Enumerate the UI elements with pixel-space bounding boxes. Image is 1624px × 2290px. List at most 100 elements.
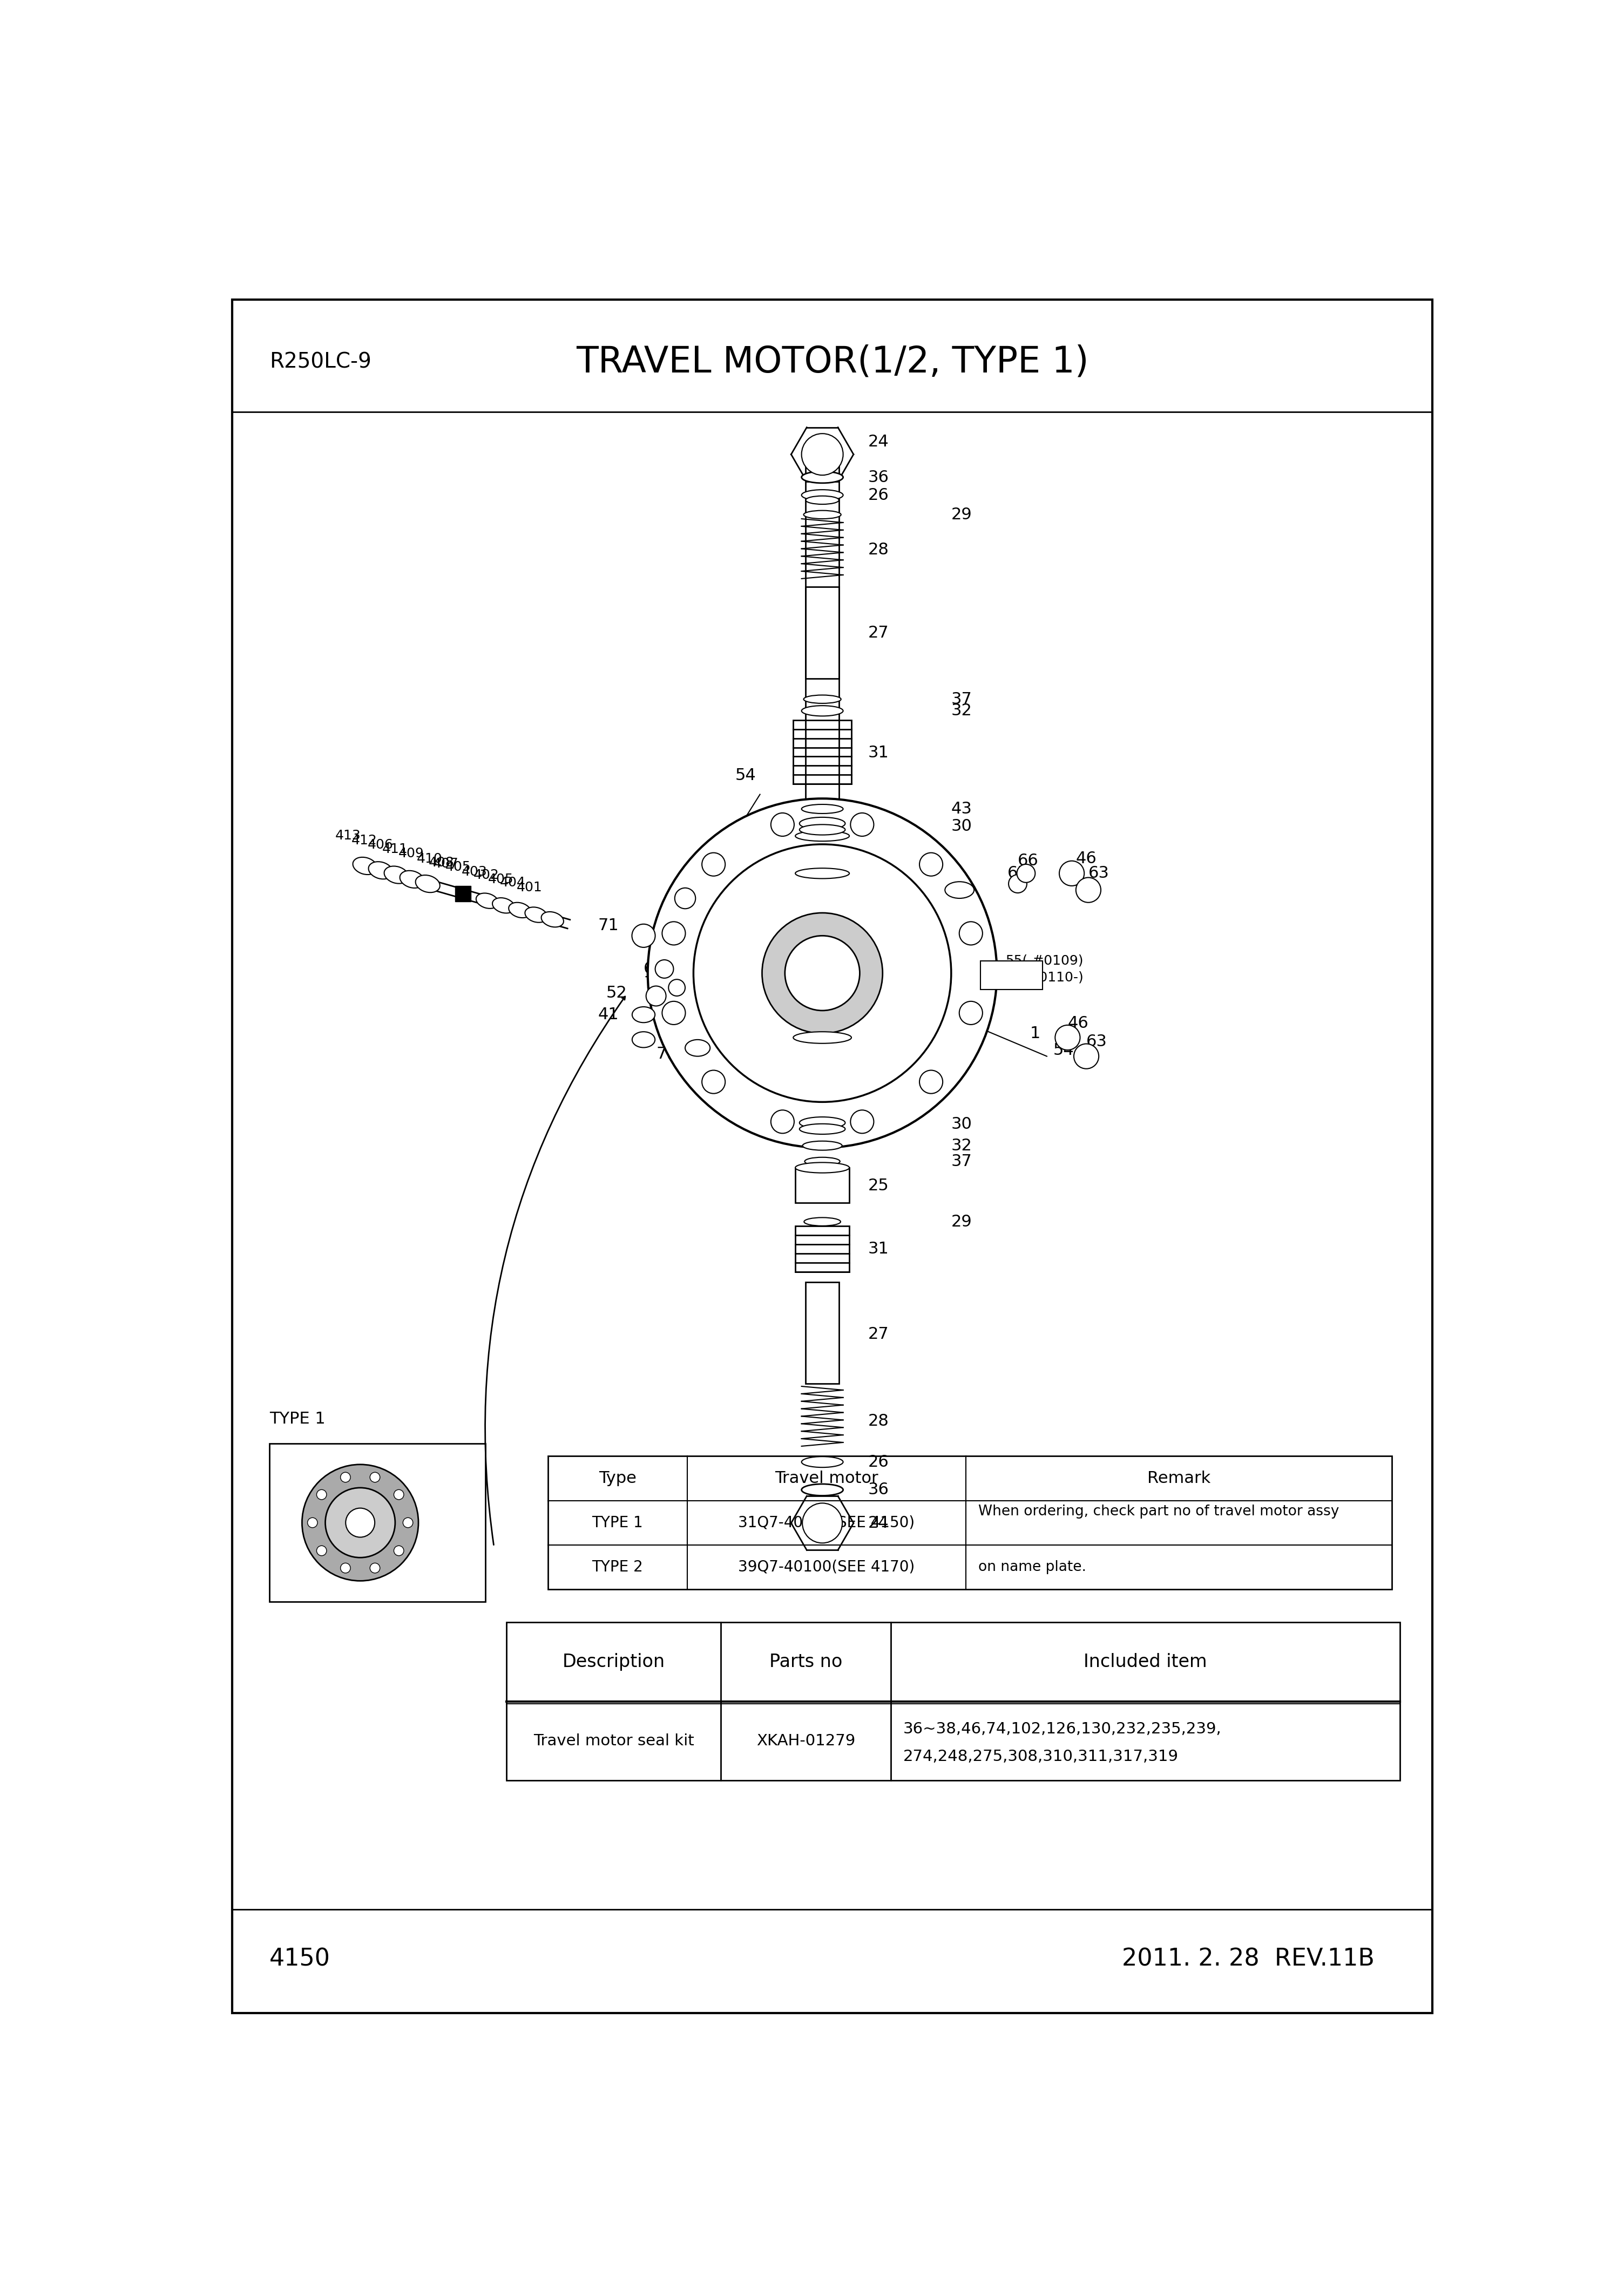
Text: 71: 71 [598, 918, 619, 932]
Circle shape [341, 1564, 351, 1573]
Text: R250LC-9: R250LC-9 [270, 353, 372, 373]
Text: XKAH-01279: XKAH-01279 [757, 1734, 856, 1750]
Circle shape [663, 921, 685, 946]
Text: 29: 29 [952, 506, 973, 522]
Text: Type: Type [599, 1470, 637, 1486]
Text: 46: 46 [1077, 852, 1096, 866]
Text: 25: 25 [869, 1177, 888, 1193]
Text: TRAVEL MOTOR(1/2, TYPE 1): TRAVEL MOTOR(1/2, TYPE 1) [577, 343, 1088, 380]
Text: 403: 403 [461, 866, 487, 877]
Ellipse shape [804, 696, 841, 703]
Text: 37: 37 [952, 1154, 973, 1170]
Ellipse shape [492, 898, 515, 914]
Circle shape [1017, 863, 1034, 882]
Text: 411: 411 [382, 843, 408, 856]
Circle shape [960, 1001, 983, 1024]
Text: 37: 37 [952, 692, 973, 708]
Bar [796, 1168, 849, 1202]
Ellipse shape [793, 1033, 851, 1044]
Ellipse shape [476, 893, 499, 909]
Ellipse shape [802, 1140, 843, 1150]
Text: 68: 68 [643, 962, 664, 978]
Text: 408: 408 [429, 856, 455, 868]
Bar [507, 1621, 1400, 1779]
Text: TYPE 2: TYPE 2 [593, 1559, 643, 1576]
Text: 54: 54 [736, 767, 755, 783]
Circle shape [702, 1069, 726, 1095]
Ellipse shape [400, 870, 424, 889]
Circle shape [325, 1488, 395, 1557]
Text: 26: 26 [869, 488, 888, 504]
Ellipse shape [685, 1040, 710, 1056]
Ellipse shape [369, 861, 393, 879]
Circle shape [1059, 861, 1085, 886]
Text: 36: 36 [869, 1482, 888, 1498]
Bar [796, 1225, 849, 1271]
Text: 28: 28 [869, 1413, 888, 1429]
Text: 39Q7-40100(SEE 4170): 39Q7-40100(SEE 4170) [737, 1559, 914, 1576]
Circle shape [341, 1472, 351, 1482]
Text: 41: 41 [598, 1008, 619, 1024]
Text: TYPE 1: TYPE 1 [270, 1411, 325, 1427]
Circle shape [919, 1069, 942, 1095]
Text: 401: 401 [516, 882, 542, 893]
Circle shape [346, 1509, 375, 1537]
Circle shape [403, 1518, 412, 1527]
Ellipse shape [632, 1008, 654, 1024]
Ellipse shape [802, 472, 843, 483]
Circle shape [1077, 877, 1101, 902]
Circle shape [762, 914, 882, 1033]
Bar [806, 586, 840, 678]
Text: 25: 25 [869, 847, 888, 863]
Circle shape [317, 1488, 326, 1500]
Ellipse shape [804, 1156, 840, 1166]
Text: 274,248,275,308,310,311,317,319: 274,248,275,308,310,311,317,319 [903, 1750, 1179, 1763]
Ellipse shape [802, 705, 843, 717]
Circle shape [960, 921, 983, 946]
Text: 63: 63 [1086, 1033, 1108, 1049]
Ellipse shape [806, 497, 840, 504]
Text: on name plate.: on name plate. [978, 1559, 1086, 1573]
Ellipse shape [804, 1218, 841, 1225]
Text: TYPE 1: TYPE 1 [593, 1516, 643, 1530]
Circle shape [693, 845, 952, 1101]
Ellipse shape [804, 511, 841, 520]
Text: 404: 404 [500, 877, 526, 889]
Text: 74: 74 [643, 976, 664, 992]
Circle shape [663, 1001, 685, 1024]
Circle shape [307, 1518, 317, 1527]
Circle shape [1009, 875, 1026, 893]
Circle shape [302, 1466, 419, 1580]
Circle shape [784, 937, 859, 1010]
Text: Travel motor seal kit: Travel motor seal kit [533, 1734, 693, 1750]
Circle shape [370, 1564, 380, 1573]
Circle shape [317, 1546, 326, 1555]
Text: 405: 405 [487, 872, 513, 886]
Circle shape [395, 1546, 404, 1555]
Text: 406: 406 [367, 838, 393, 852]
Circle shape [648, 799, 997, 1147]
Text: 26: 26 [869, 1454, 888, 1470]
Text: 91: 91 [698, 877, 718, 893]
Text: 31: 31 [869, 1241, 888, 1257]
Circle shape [669, 980, 685, 996]
Bar [793, 1037, 851, 1108]
Text: Remark: Remark [1147, 1470, 1210, 1486]
Text: 24: 24 [869, 1516, 888, 1532]
Text: 36~38,46,74,102,126,130,232,235,239,: 36~38,46,74,102,126,130,232,235,239, [903, 1722, 1221, 1736]
Text: 31: 31 [869, 744, 888, 760]
Circle shape [632, 925, 654, 948]
Ellipse shape [796, 1163, 849, 1172]
Text: 4150: 4150 [270, 1946, 330, 1972]
Text: Parts no: Parts no [770, 1653, 843, 1672]
Bar [793, 719, 851, 783]
Bar [547, 1456, 1392, 1589]
Text: 43: 43 [952, 801, 973, 818]
Bar [806, 1282, 840, 1383]
Text: 32: 32 [952, 1138, 973, 1154]
Ellipse shape [416, 875, 440, 893]
Text: 23: 23 [869, 1063, 888, 1079]
Text: 28: 28 [869, 543, 888, 556]
Ellipse shape [352, 856, 377, 875]
Ellipse shape [525, 907, 547, 923]
